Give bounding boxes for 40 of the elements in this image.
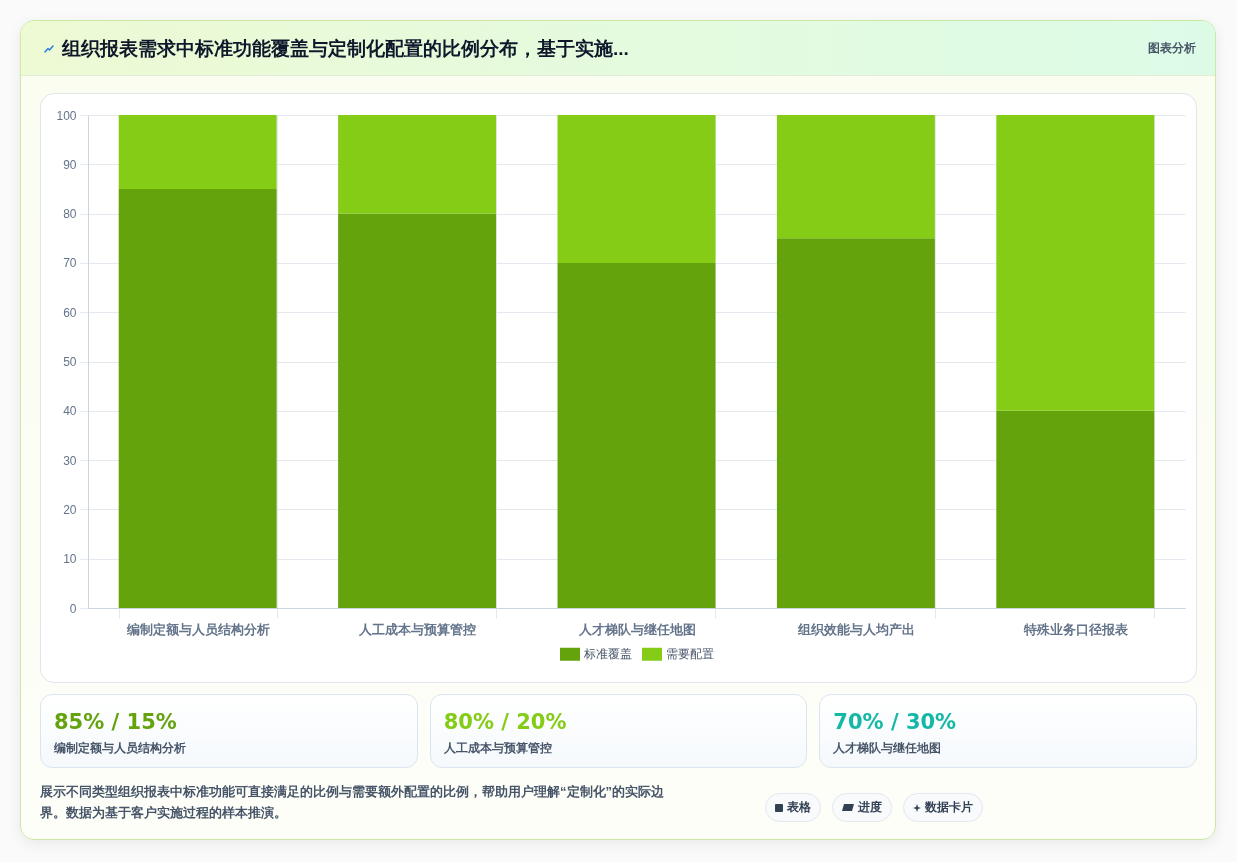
x-tick-label: 编制定额与人员结构分析 <box>125 621 270 637</box>
y-tick-label: 100 <box>56 108 77 123</box>
x-tick-label: 特殊业务口径报表 <box>1022 621 1129 637</box>
y-tick-label: 90 <box>63 157 77 172</box>
text: 数据卡片 <box>925 799 973 816</box>
text: 表格 <box>787 799 811 816</box>
y-tick-label: 50 <box>63 355 77 369</box>
y-tick-label: 80 <box>63 207 77 222</box>
text: 进度 <box>858 799 882 816</box>
bar <box>557 115 716 263</box>
bar <box>776 115 935 239</box>
text: 85% / 15% <box>54 710 177 734</box>
y-tick-label: 40 <box>63 404 77 419</box>
text: 80% / 20% <box>443 710 567 734</box>
category-label: 人才梯队与继任地图 <box>833 740 943 756</box>
y-tick-label: 0 <box>69 601 77 616</box>
text: 图表分析 <box>1148 40 1196 56</box>
x-tick-label: 组织效能与人均产出 <box>796 621 915 637</box>
x-tick-label: 人才梯队与继任地图 <box>577 621 696 637</box>
y-tick-label: 20 <box>63 502 77 517</box>
category-label: 人工成本与预算管控 <box>443 740 553 756</box>
bar <box>338 115 497 214</box>
bar <box>118 115 277 189</box>
bar <box>118 188 277 608</box>
y-tick-label: 10 <box>63 552 77 567</box>
x-tick-label: 人工成本与预算管控 <box>358 621 477 637</box>
legend-label: 标准覆盖 <box>583 647 632 662</box>
bar <box>557 262 716 608</box>
y-tick-label: 70 <box>63 256 77 271</box>
text: 70% / 30% <box>833 710 957 734</box>
chart-title: 组织报表需求中标准功能覆盖与定制化配置的比例分布，基于实施... <box>62 37 629 61</box>
bar <box>996 410 1155 608</box>
bar <box>338 213 497 608</box>
category-label: 编制定额与人员结构分析 <box>54 740 187 756</box>
bar <box>996 115 1155 411</box>
text: 展示不同类型组织报表中标准功能可直接满足的比例与需要额外配置的比例，帮助用户理解“定制化”的实际边界。数据为基于客户实施过程的样本推演。 <box>40 783 665 822</box>
y-tick-label: 30 <box>63 453 77 468</box>
bar <box>776 238 935 608</box>
legend-label: 需要配置 <box>666 647 714 662</box>
y-tick-label: 60 <box>63 305 77 320</box>
